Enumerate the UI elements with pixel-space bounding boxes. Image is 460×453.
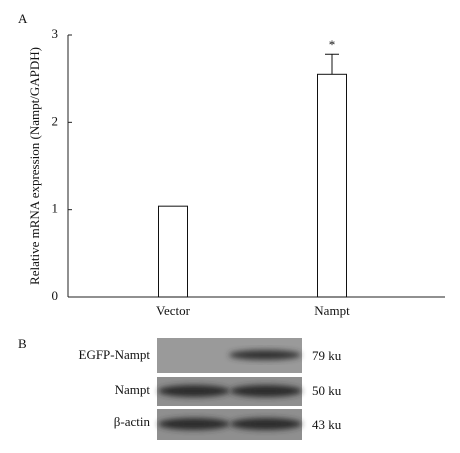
x-tick-label: Nampt <box>314 303 350 318</box>
significance-mark: * <box>329 37 336 52</box>
bar <box>317 73 347 298</box>
blot-label: Nampt <box>115 382 151 397</box>
y-tick-label: 0 <box>52 288 59 303</box>
panel-label: A <box>18 11 28 26</box>
blot-band <box>229 350 301 360</box>
blot-size: 50 ku <box>312 383 342 398</box>
x-tick-label: Vector <box>156 303 191 318</box>
blot-band <box>230 385 302 397</box>
bar <box>158 205 188 298</box>
blot-label: EGFP-Nampt <box>79 347 151 362</box>
blot-band <box>158 385 230 397</box>
y-tick-label: 2 <box>52 113 59 128</box>
error-bar <box>325 53 339 75</box>
y-tick-label: 3 <box>52 26 59 41</box>
blot-size: 43 ku <box>312 417 342 432</box>
blot-size: 79 ku <box>312 348 342 363</box>
blot-label: β-actin <box>114 414 151 429</box>
y-axis-label: Relative mRNA expression (Nampt/GAPDH) <box>27 47 42 285</box>
blot-band <box>158 418 230 430</box>
panel-label: B <box>18 336 27 351</box>
y-tick-label: 1 <box>52 201 59 216</box>
blot-band <box>230 418 302 430</box>
